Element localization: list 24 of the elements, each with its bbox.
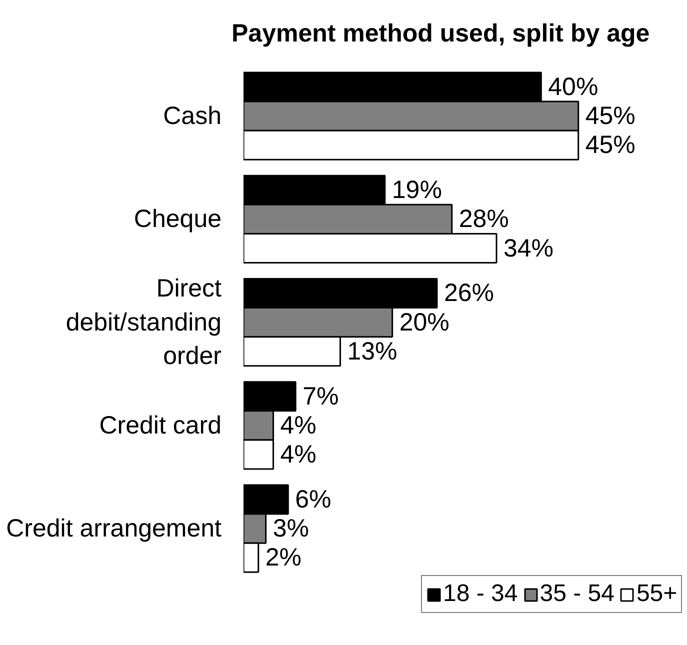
data-label: 19% — [392, 176, 442, 204]
data-label: 45% — [585, 131, 636, 160]
data-label: 34% — [504, 234, 554, 262]
legend-label: 18 - 34 — [443, 580, 518, 608]
data-label: 4% — [280, 440, 316, 469]
y-tick-label: Credit card — [99, 411, 222, 440]
data-label: 40% — [548, 72, 598, 101]
data-label: 45% — [585, 102, 636, 130]
data-label: 20% — [399, 308, 450, 336]
data-label: 26% — [444, 279, 494, 308]
y-tick-label: Direct debit/standing order — [66, 274, 222, 370]
data-label: 28% — [458, 205, 509, 234]
data-label: 4% — [280, 411, 316, 440]
chart-title: Payment method used, split by age — [232, 20, 650, 48]
data-label: 13% — [347, 337, 398, 366]
y-tick-label: Cheque — [134, 205, 222, 234]
data-label: 2% — [265, 544, 302, 572]
data-label: 7% — [302, 382, 339, 410]
legend-label: 35 - 54 — [540, 580, 614, 608]
data-label: 3% — [272, 514, 309, 543]
data-label: 6% — [295, 485, 332, 514]
legend-label: 55+ — [636, 580, 678, 608]
y-tick-label: Cash — [163, 102, 222, 130]
y-tick-label: Credit arrangement — [6, 514, 222, 543]
